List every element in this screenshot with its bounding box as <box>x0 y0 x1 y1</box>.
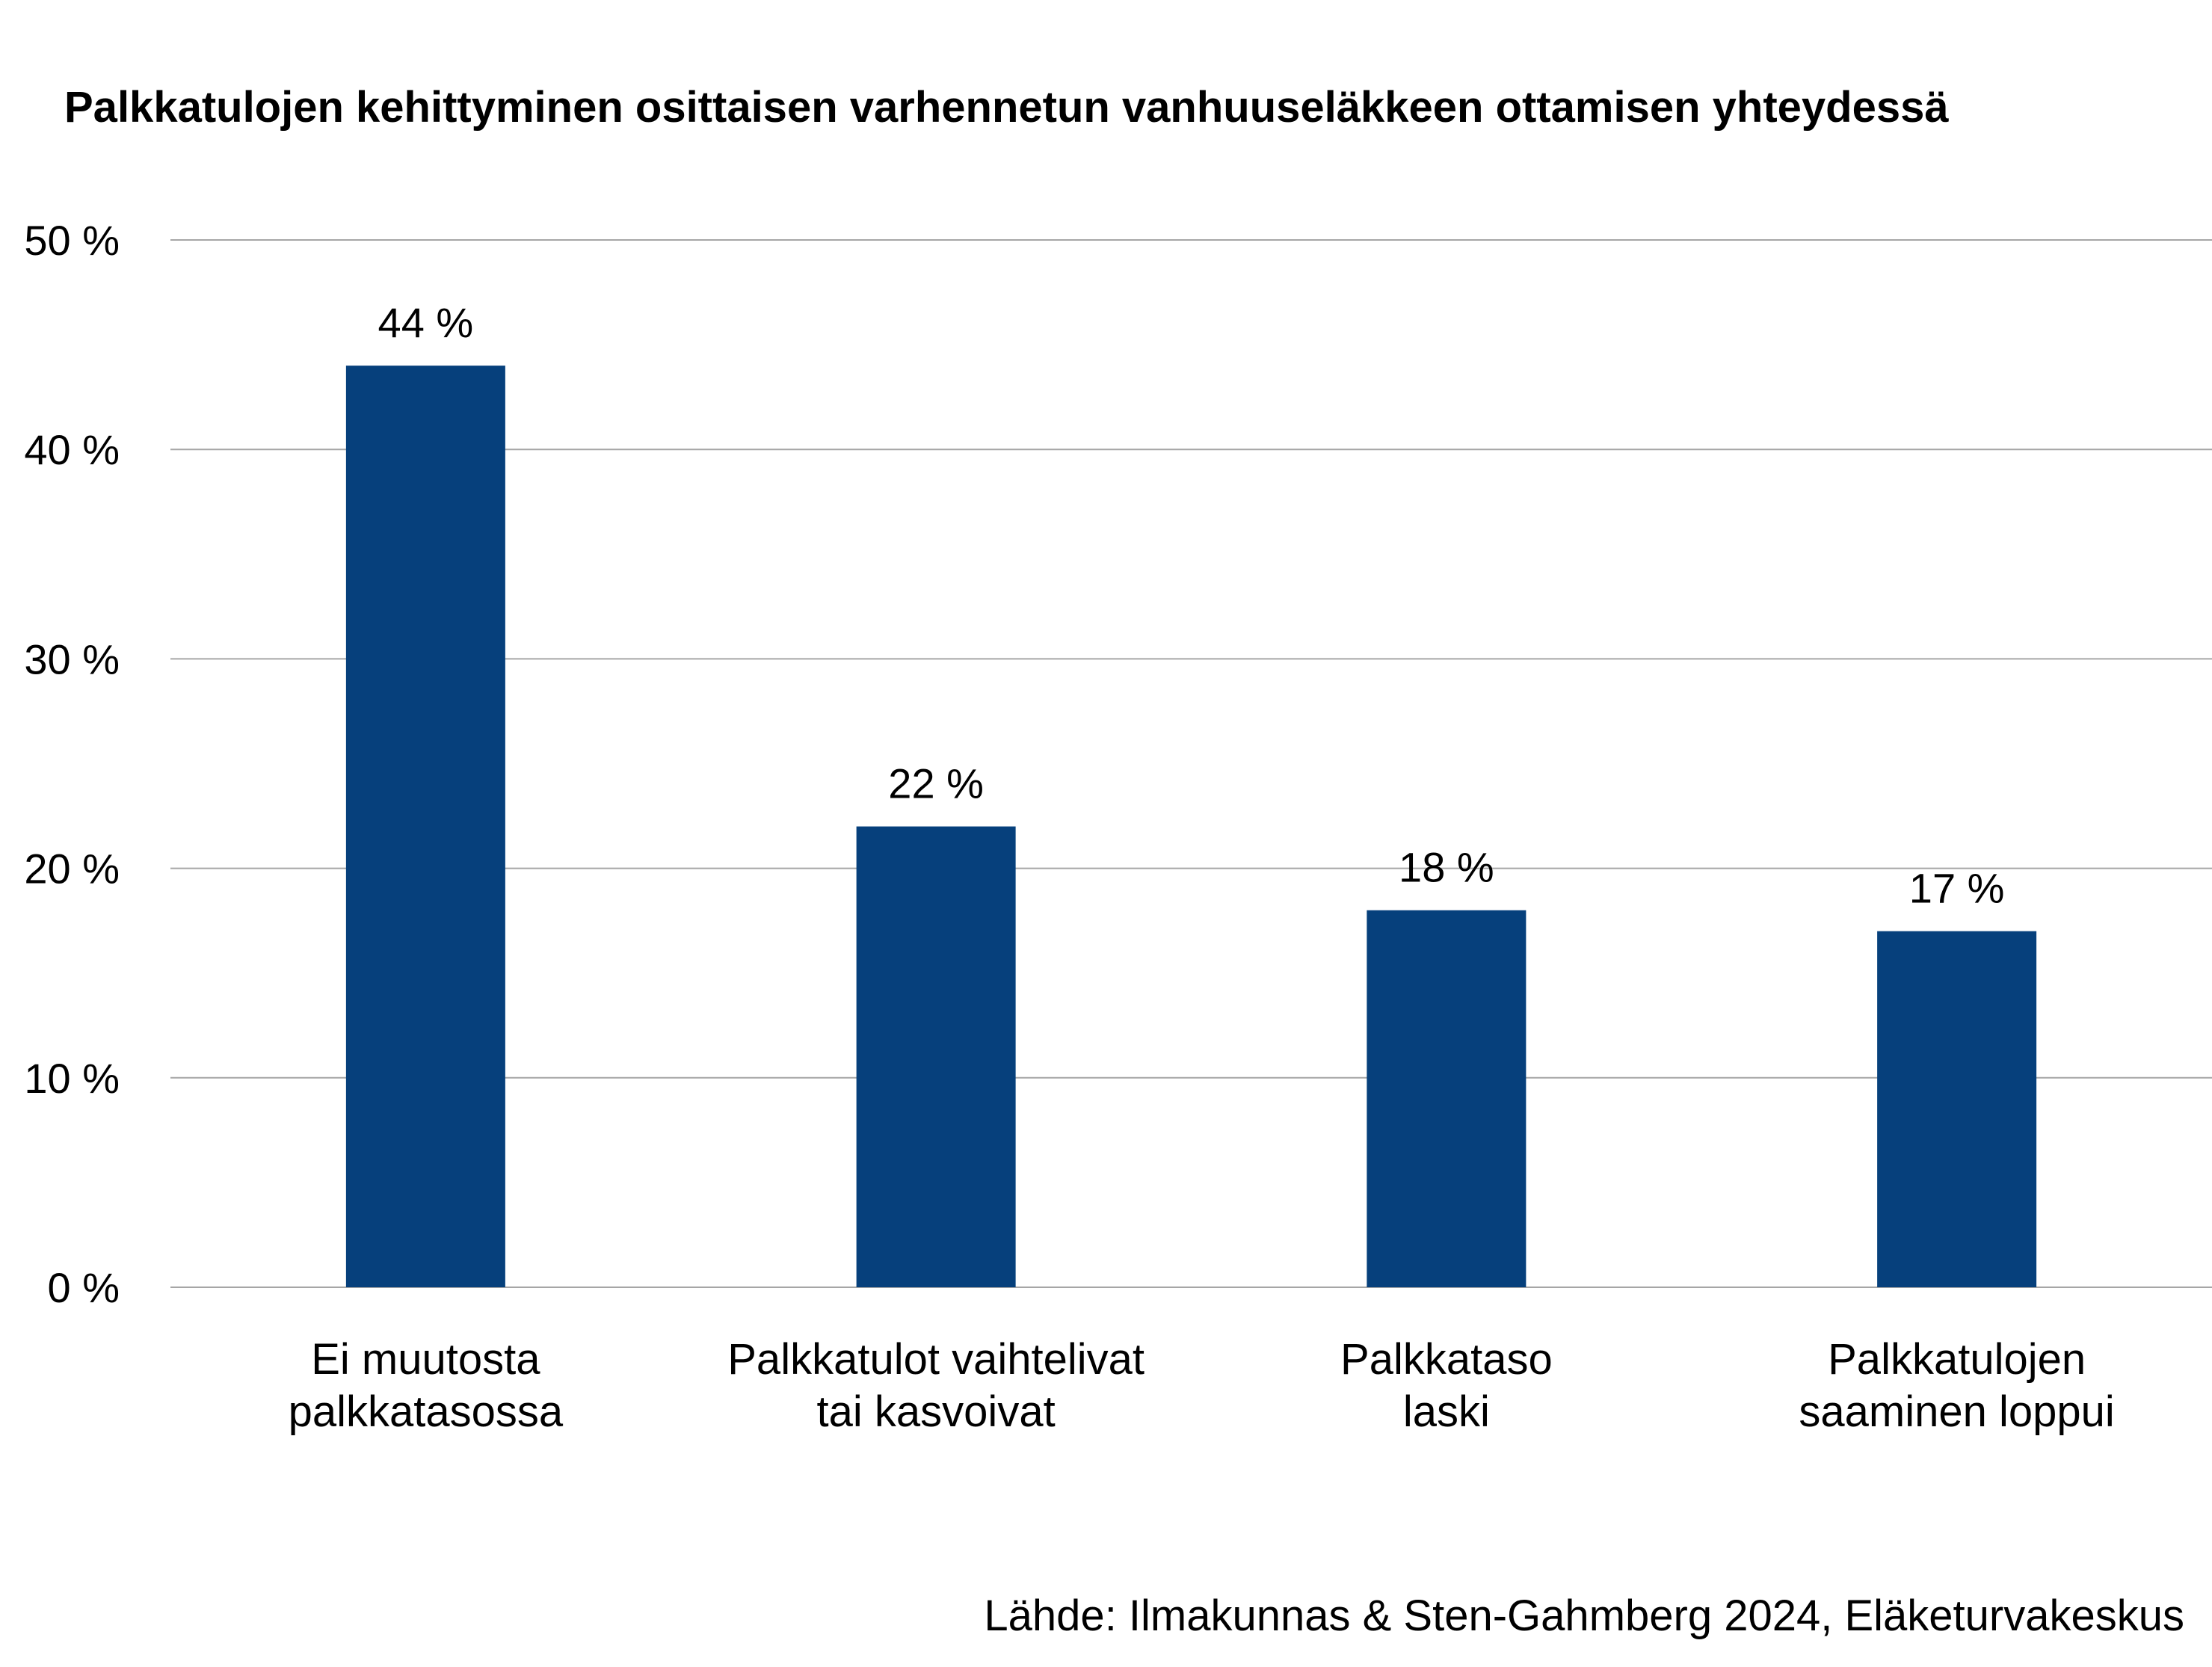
bar <box>1367 910 1526 1287</box>
x-tick-label: Palkkatulot vaihtelivat tai kasvoivat <box>727 1335 1144 1436</box>
x-tick-label-line: Palkkataso <box>1340 1335 1553 1384</box>
data-label: 18 % <box>1399 844 1494 891</box>
x-tick-label: Palkkatulojen saaminen loppui <box>1799 1335 2114 1436</box>
y-tick-label: 10 % <box>24 1055 120 1102</box>
y-tick-label: 0 % <box>48 1264 120 1311</box>
x-tick-label: Ei muutosta palkkatasossa <box>289 1335 564 1436</box>
bars <box>345 366 2037 1287</box>
x-tick-label-line: tai kasvoivat <box>817 1387 1056 1436</box>
source-note: Lähde: Ilmakunnas & Sten-Gahmberg 2024, … <box>984 1591 2184 1640</box>
x-tick-label-line: palkkatasossa <box>289 1387 564 1436</box>
y-tick-label: 50 % <box>24 217 120 264</box>
chart-title: Palkkatulojen kehittyminen osittaisen va… <box>64 83 1949 132</box>
bar <box>345 366 505 1287</box>
y-tick-label: 40 % <box>24 426 120 473</box>
x-tick-label-line: saaminen loppui <box>1799 1387 2114 1436</box>
x-tick-label-line: Ei muutosta <box>311 1335 540 1384</box>
x-tick-label-line: Palkkatulojen <box>1828 1335 2086 1384</box>
gridlines <box>170 239 2212 1288</box>
x-tick-label-line: Palkkatulot vaihtelivat <box>727 1335 1144 1384</box>
data-label: 22 % <box>888 760 984 807</box>
category-labels: Ei muutosta palkkatasossa Palkkatulot vaih… <box>289 1335 2115 1436</box>
data-label: 44 % <box>378 299 474 346</box>
bar <box>856 826 1016 1287</box>
value-labels: 44 % 22 % 18 % 17 % <box>378 299 2005 912</box>
y-axis-tick-labels: 0 % 10 % 20 % 30 % 40 % 50 % <box>24 217 120 1311</box>
y-tick-label: 30 % <box>24 635 120 682</box>
x-tick-label: Palkkataso laski <box>1340 1335 1553 1436</box>
x-tick-label-line: laski <box>1403 1387 1490 1436</box>
bar <box>1877 931 2037 1287</box>
data-label: 17 % <box>1909 865 2005 912</box>
y-tick-label: 20 % <box>24 845 120 893</box>
